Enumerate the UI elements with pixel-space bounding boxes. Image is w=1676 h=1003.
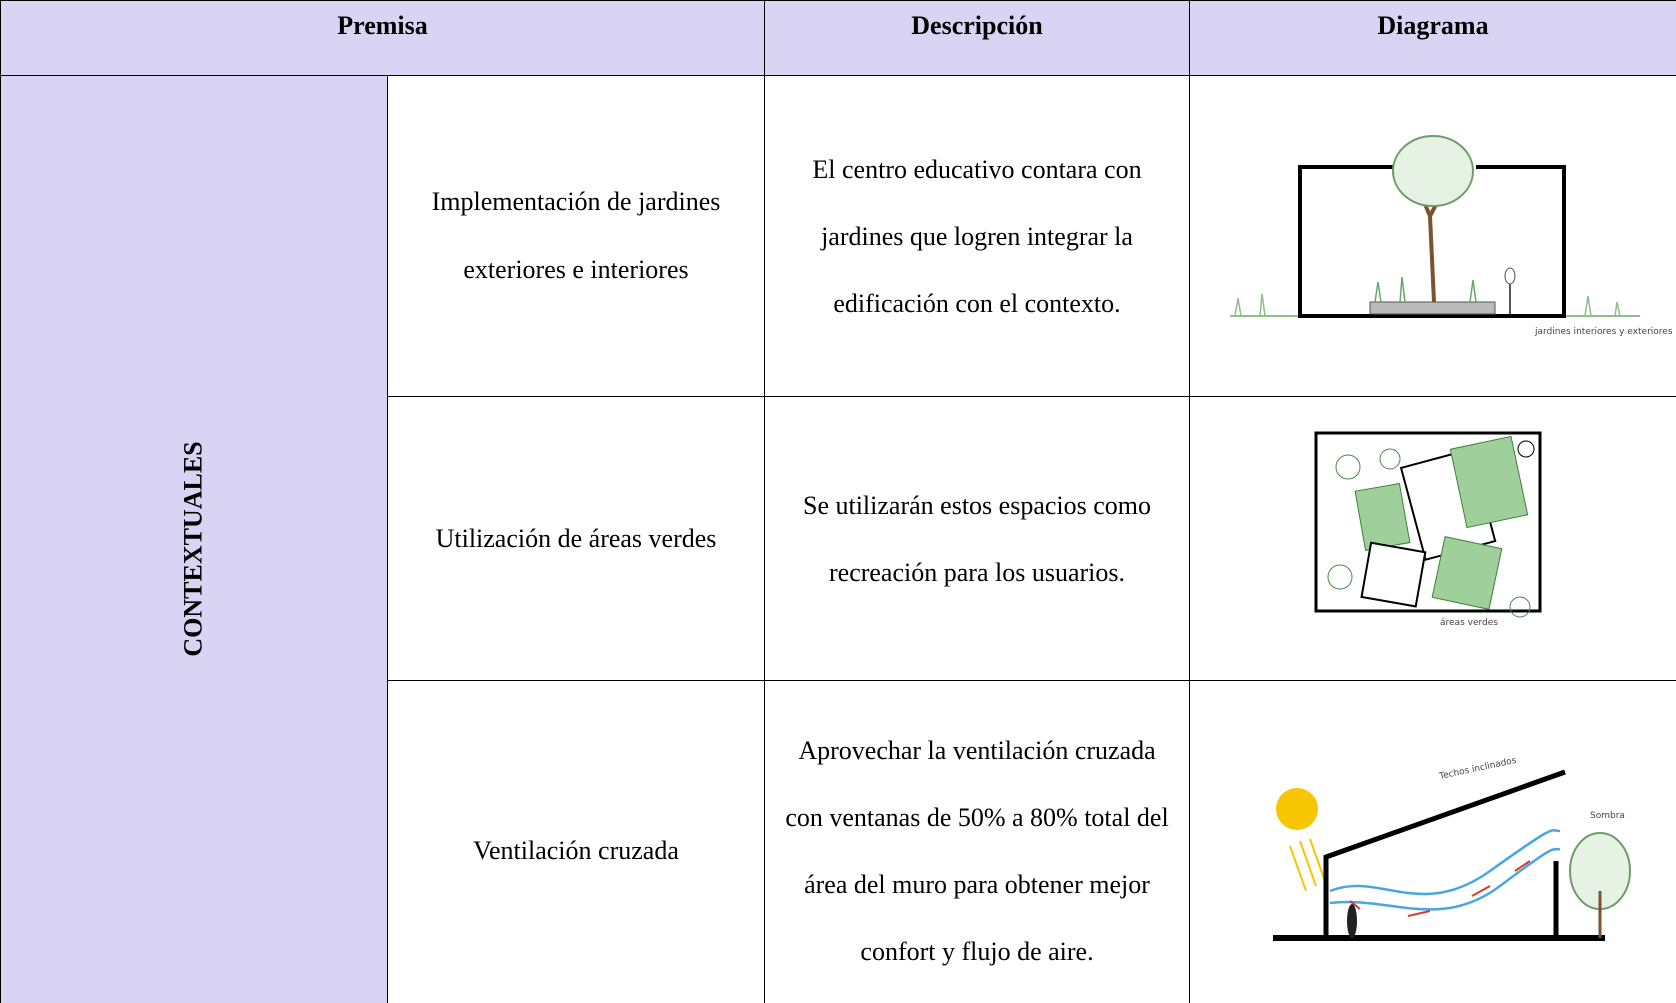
header-cell: Premisa — [0, 0, 765, 76]
premise-cell: Implementación de jardines exteriores e … — [387, 75, 765, 397]
diagram-cell: jardines interiores y exteriores — [1189, 75, 1676, 397]
diagram-cell: áreas verdes — [1189, 396, 1676, 681]
description-cell: El centro educativo contara con jardines… — [764, 75, 1190, 397]
premise-cell: Ventilación cruzada — [387, 680, 765, 1003]
row: Ventilación cruzada Aprovechar la ventil… — [1, 680, 1676, 1003]
header-cell: Diagrama — [1189, 0, 1676, 76]
diagram-cell: Techos inclinados Sombra — [1189, 680, 1676, 1003]
row: Utilización de áreas verdes Se utilizará… — [1, 396, 1676, 681]
category-label: CONTEXTUALES — [179, 440, 208, 657]
diagram-label: áreas verdes — [1440, 618, 1498, 628]
header-cell: Descripción — [764, 0, 1190, 76]
diagram-label: Techos inclinados — [1438, 756, 1518, 782]
garden-diagram: jardines interiores y exteriores — [1230, 135, 1673, 337]
row: CONTEXTUALES Implementación de jardines … — [0, 75, 1676, 1003]
premise-cell: Utilización de áreas verdes — [387, 396, 765, 681]
header-row: Premisa Descripción Diagrama — [0, 0, 1676, 76]
diagram-label: Sombra — [1590, 811, 1625, 821]
description-cell: Aprovechar la ventilación cruzada con ve… — [764, 680, 1190, 1003]
diagram-label: jardines interiores y exteriores — [1534, 327, 1673, 337]
green-areas-diagram: áreas verdes — [1314, 431, 1542, 628]
category-cell: CONTEXTUALES — [0, 75, 388, 1003]
ventilation-diagram: Techos inclinados Sombra — [1273, 756, 1631, 941]
description-cell: Se utilizarán estos espacios como recrea… — [764, 396, 1190, 681]
